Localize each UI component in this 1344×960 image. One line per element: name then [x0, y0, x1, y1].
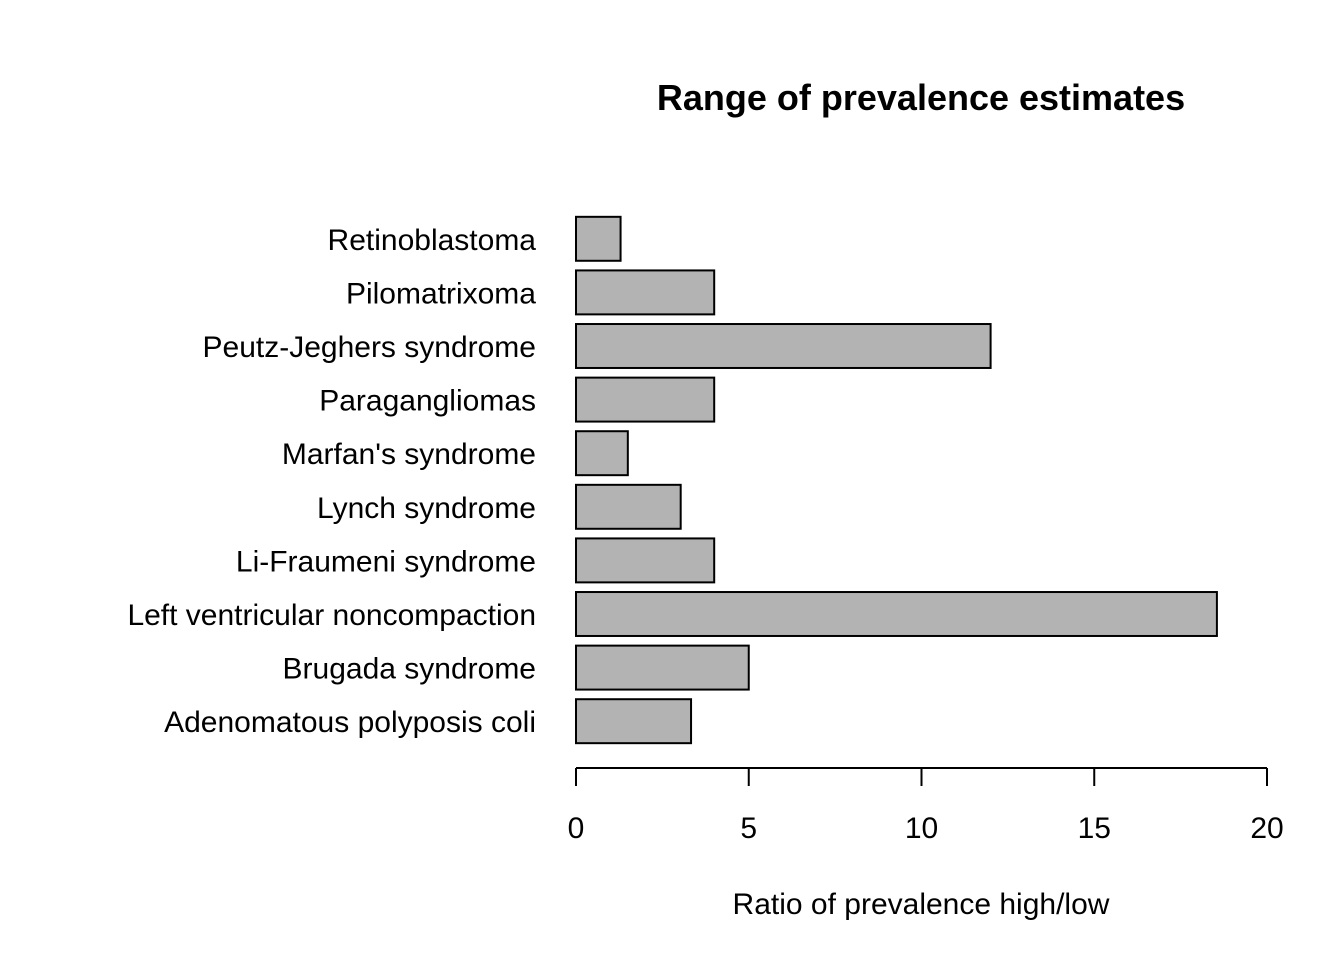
- x-tick-label: 15: [1078, 812, 1111, 845]
- chart-title: Range of prevalence estimates: [657, 77, 1185, 118]
- bar: [575, 269, 716, 316]
- x-tick-label: 10: [905, 812, 938, 845]
- category-label: Brugada syndrome: [283, 653, 536, 686]
- bar: [575, 483, 682, 530]
- bar: [575, 698, 693, 745]
- x-tick-label: 0: [568, 812, 585, 845]
- bars-group: [575, 215, 1218, 745]
- x-axis-label: Ratio of prevalence high/low: [733, 888, 1110, 921]
- category-label: Lynch syndrome: [317, 492, 536, 525]
- bar: [575, 323, 992, 369]
- bar: [575, 644, 750, 691]
- bar: [575, 376, 716, 423]
- category-label: Paragangliomas: [319, 385, 536, 418]
- category-label: Retinoblastoma: [328, 224, 537, 257]
- category-labels-group: Adenomatous polyposis coli Brugada syndro…: [127, 224, 536, 739]
- x-axis: 0 5 10 15 20: [568, 767, 1284, 845]
- bar: [575, 537, 716, 584]
- category-label: Peutz-Jeghers syndrome: [203, 331, 537, 364]
- x-tick-label: 5: [740, 812, 757, 845]
- category-label: Pilomatrixoma: [346, 277, 536, 310]
- bar: [575, 215, 622, 262]
- bar: [575, 430, 629, 477]
- bar: [575, 591, 1218, 637]
- category-label: Left ventricular noncompaction: [127, 599, 536, 632]
- category-label: Marfan's syndrome: [282, 438, 536, 471]
- category-label: Li-Fraumeni syndrome: [236, 545, 536, 578]
- category-label: Adenomatous polyposis coli: [164, 706, 536, 739]
- x-tick-label: 20: [1250, 812, 1283, 845]
